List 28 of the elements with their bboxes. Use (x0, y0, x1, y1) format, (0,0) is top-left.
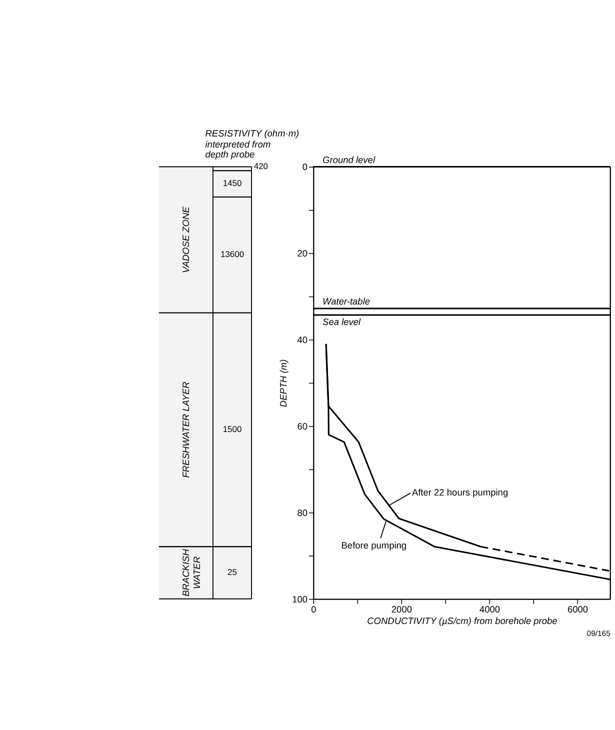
ref-line-label: Water-table (322, 296, 370, 307)
band-label: BRACKISH WATER (181, 548, 202, 596)
x-tick-label: 6000 (567, 604, 588, 614)
legend-label: Before pumping (341, 540, 407, 550)
ref-line-label: Ground level (322, 154, 376, 165)
y-tick-label: 100 (292, 594, 308, 604)
band-label: 13600 (220, 249, 244, 260)
y-tick-label: 0 (302, 162, 308, 172)
band-label: VADOSE ZONE (181, 206, 192, 273)
y-tick-label: 20 (297, 248, 308, 259)
chart-title: RESISTIVITY (ohm·m) (205, 128, 300, 139)
band-label: 1450 (222, 178, 242, 188)
x-tick-label: 2000 (391, 604, 412, 614)
y-axis-title: DEPTH (m) (278, 359, 289, 408)
band-label: 420 (254, 161, 268, 172)
y-tick-label: 40 (297, 335, 308, 346)
band-label: 25 (228, 567, 238, 578)
y-tick-label: 60 (297, 422, 308, 432)
text: interpreted from depth probe (205, 139, 271, 160)
ref-line-label: Sea level (322, 317, 362, 328)
text: After 22 hours pumping (412, 487, 508, 498)
x-axis-title: CONDUCTIVITY (µS/cm) from borehole probe (367, 616, 558, 626)
text: 09/165 (586, 628, 610, 638)
band-label: 1500 (222, 424, 242, 434)
band-label: FRESHWATER LAYER (181, 381, 192, 478)
x-tick-label: 0 (311, 604, 316, 614)
x-tick-label: 4000 (479, 604, 500, 614)
y-tick-label: 80 (297, 508, 308, 518)
